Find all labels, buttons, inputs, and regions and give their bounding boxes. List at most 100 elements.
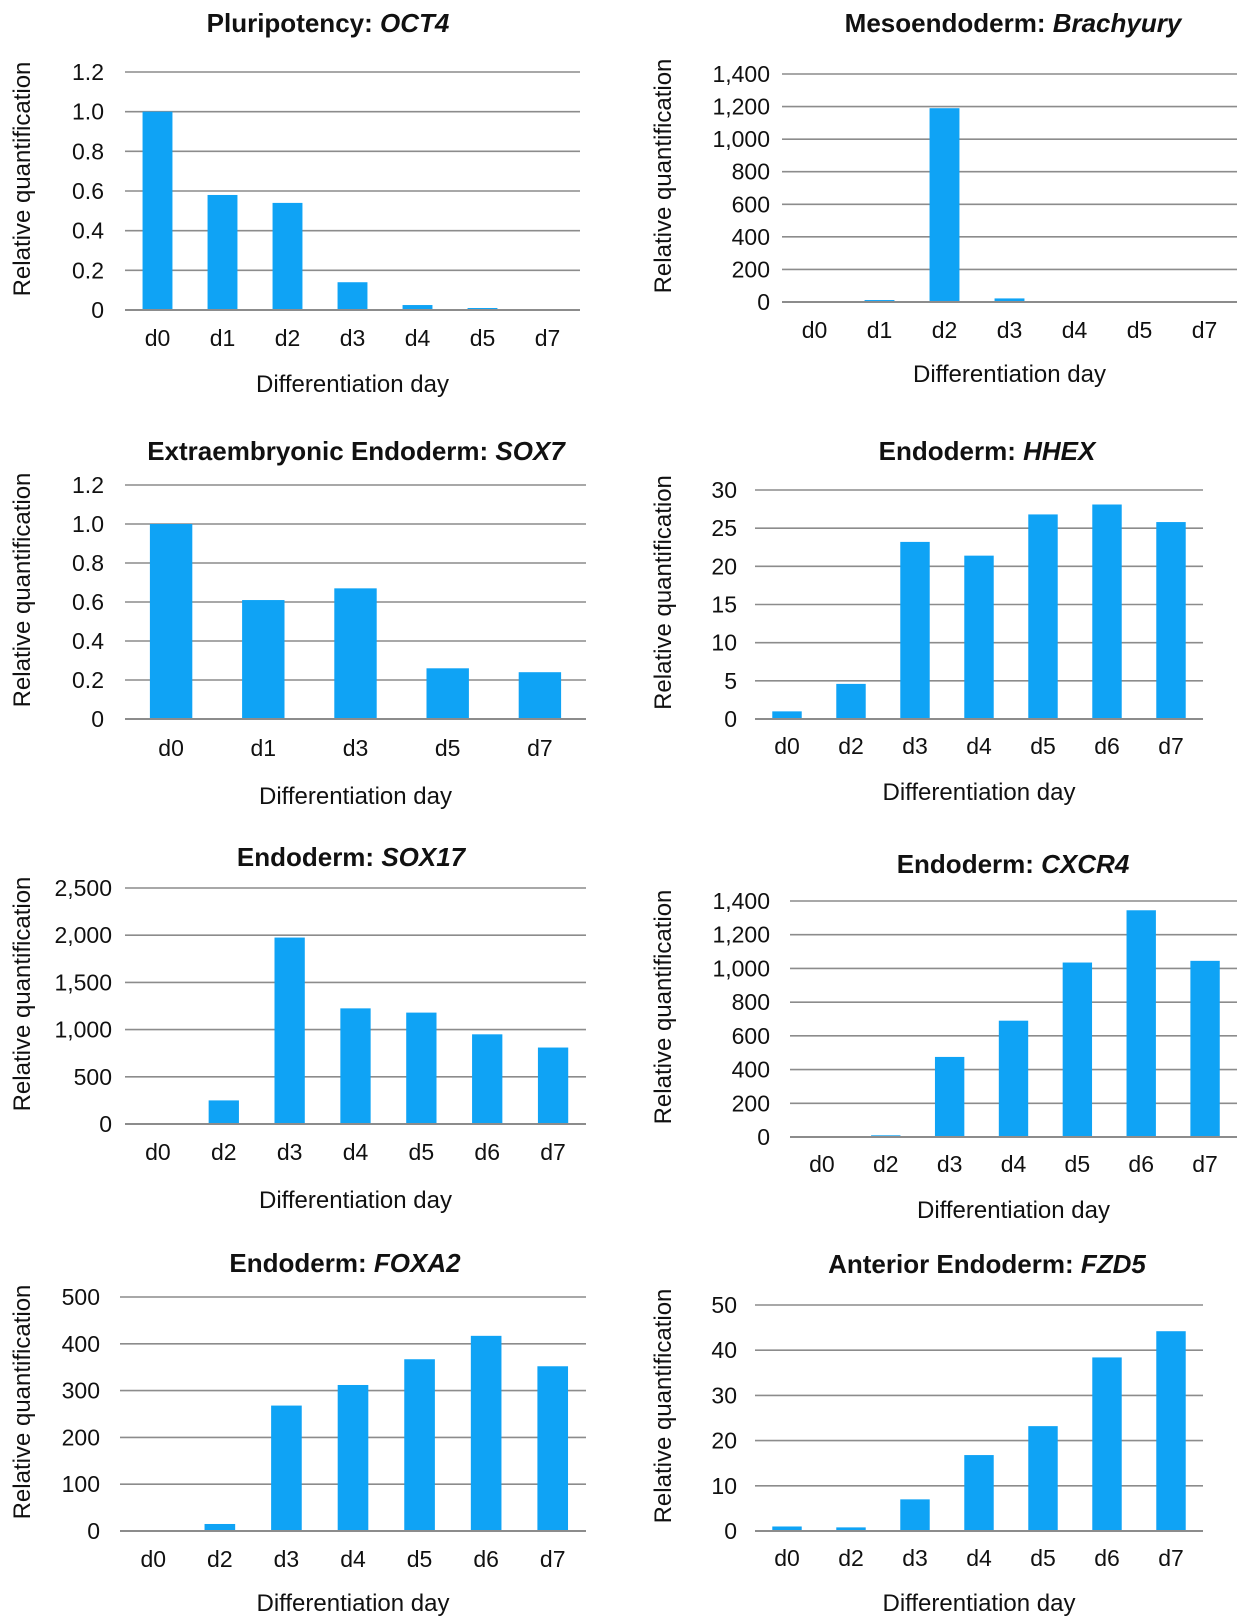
chart-title: Mesoendoderm: Brachyury [845, 8, 1183, 38]
chart-title-gene: HHEX [1023, 436, 1097, 466]
x-tick-label: d3 [997, 317, 1023, 343]
x-tick-label: d4 [1001, 1151, 1027, 1177]
x-tick-label: d3 [902, 1545, 928, 1571]
x-tick-label: d3 [343, 735, 369, 761]
chart-panel: Endoderm: HHEX 0 5 10 15 20 25 30 d0 d2 d3 d4 d5 d6 d7… [650, 436, 1203, 806]
y-tick-label: 1,000 [712, 126, 770, 152]
bar [537, 1366, 569, 1531]
bar [1028, 514, 1058, 719]
bar [772, 1526, 802, 1531]
y-tick-label: 0 [91, 297, 104, 323]
bar [207, 194, 238, 310]
y-tick-label: 800 [732, 159, 770, 185]
y-tick-label: 600 [732, 1023, 770, 1049]
y-tick-label: 1,000 [712, 955, 770, 981]
x-tick-label: d4 [340, 1546, 366, 1572]
x-tick-label: d0 [774, 1545, 800, 1571]
y-tick-label: 0 [724, 706, 737, 732]
bar [1156, 1331, 1186, 1531]
bar [1062, 962, 1093, 1137]
x-tick-label: d2 [211, 1139, 237, 1165]
y-tick-label: 100 [62, 1471, 100, 1497]
y-tick-label: 10 [711, 1473, 737, 1499]
x-tick-label: d4 [966, 1545, 992, 1571]
y-axis-label: Relative quantification [650, 475, 677, 710]
x-tick-label: d4 [343, 1139, 369, 1165]
x-tick-label: d0 [802, 317, 828, 343]
chart-title-prefix: Anterior Endoderm: [828, 1249, 1081, 1279]
y-tick-label: 0.2 [72, 257, 104, 283]
x-axis-label: Differentiation day [259, 783, 452, 810]
y-tick-label: 1.2 [72, 472, 104, 498]
y-axis-label: Relative quantification [9, 62, 36, 297]
x-axis-label: Differentiation day [917, 1197, 1110, 1224]
bar [1156, 522, 1186, 719]
x-tick-label: d4 [966, 733, 992, 759]
y-tick-label: 20 [711, 553, 737, 579]
x-tick-label: d5 [407, 1546, 433, 1572]
bar [934, 1056, 965, 1137]
y-axis-label: Relative quantification [9, 1285, 36, 1520]
x-axis-label: Differentiation day [913, 361, 1106, 388]
bar [271, 1405, 302, 1531]
x-tick-label: d0 [158, 735, 184, 761]
bar [242, 600, 285, 719]
bar [998, 1020, 1029, 1137]
x-tick-label: d7 [540, 1139, 566, 1165]
chart-title: Endoderm: SOX17 [237, 842, 467, 872]
y-tick-label: 400 [62, 1331, 100, 1357]
y-tick-label: 0.8 [72, 138, 104, 164]
x-tick-label: d7 [540, 1546, 566, 1572]
x-tick-label: d0 [809, 1151, 835, 1177]
x-tick-label: d2 [838, 733, 864, 759]
x-tick-label: d4 [1062, 317, 1088, 343]
bar [1092, 1357, 1122, 1531]
x-tick-label: d2 [932, 317, 958, 343]
bar [272, 202, 303, 310]
y-tick-label: 1.0 [72, 511, 104, 537]
y-tick-label: 200 [732, 256, 770, 282]
chart-title-prefix: Endoderm: [879, 436, 1023, 466]
bar [900, 541, 930, 719]
bar [1190, 960, 1220, 1137]
x-tick-label: d6 [1094, 733, 1120, 759]
y-tick-label: 30 [711, 1382, 737, 1408]
x-tick-label: d6 [1128, 1151, 1154, 1177]
y-tick-label: 40 [711, 1337, 737, 1363]
chart-title-prefix: Endoderm: [237, 842, 381, 872]
y-tick-label: 0 [87, 1518, 100, 1544]
y-tick-label: 1,200 [712, 922, 770, 948]
bar [470, 1335, 502, 1531]
y-tick-label: 10 [711, 630, 737, 656]
x-tick-label: d7 [1192, 1151, 1218, 1177]
y-axis-label: Relative quantification [650, 59, 677, 294]
y-tick-label: 0.8 [72, 550, 104, 576]
x-tick-label: d0 [145, 1139, 171, 1165]
chart-title: Anterior Endoderm: FZD5 [828, 1249, 1146, 1279]
x-tick-label: d5 [1065, 1151, 1091, 1177]
y-tick-label: 0 [724, 1518, 737, 1544]
y-tick-label: 1,000 [54, 1017, 112, 1043]
x-tick-label: d2 [838, 1545, 864, 1571]
x-tick-label: d3 [274, 1546, 300, 1572]
x-tick-label: d6 [473, 1546, 499, 1572]
bar [900, 1499, 930, 1531]
y-tick-label: 1.0 [72, 99, 104, 125]
bar [402, 305, 433, 310]
y-tick-label: 400 [732, 224, 770, 250]
x-tick-label: d0 [145, 325, 171, 351]
chart-title-gene: FZD5 [1081, 1249, 1147, 1279]
chart-title-prefix: Endoderm: [229, 1248, 373, 1278]
chart-title-gene: OCT4 [380, 8, 450, 38]
y-tick-label: 1.2 [72, 59, 104, 85]
x-tick-label: d0 [140, 1546, 166, 1572]
x-tick-label: d3 [937, 1151, 963, 1177]
y-tick-label: 200 [62, 1424, 100, 1450]
y-tick-label: 0 [99, 1111, 112, 1137]
x-tick-label: d1 [210, 325, 236, 351]
y-tick-label: 30 [711, 477, 737, 503]
y-tick-label: 0.4 [72, 628, 104, 654]
bar [836, 683, 866, 719]
bar [149, 524, 193, 719]
y-tick-label: 0 [757, 289, 770, 315]
